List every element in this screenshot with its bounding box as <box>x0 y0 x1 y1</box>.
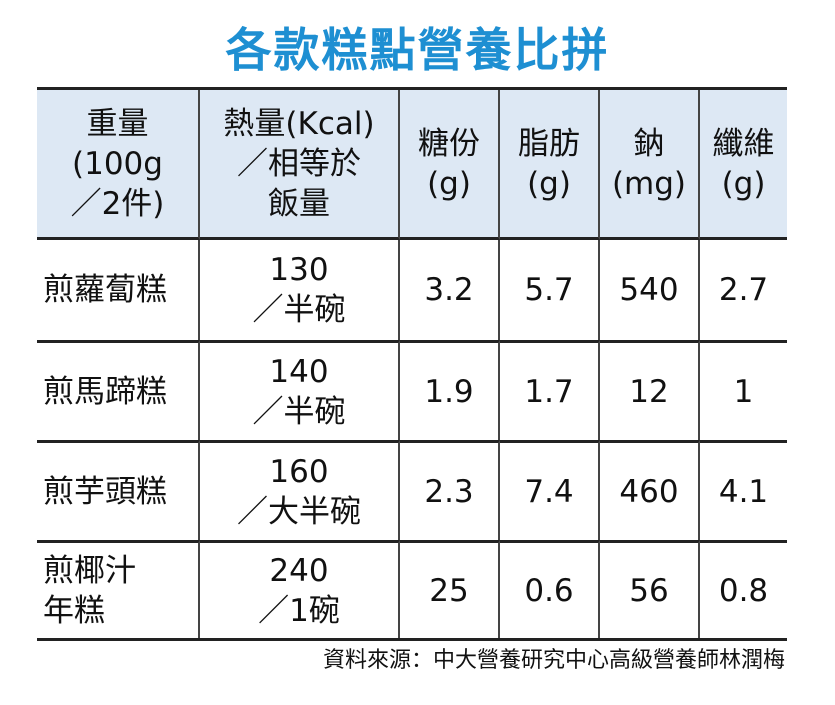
table-cell: 140 ／半碗 <box>200 340 400 440</box>
cell-line: ／1碗 <box>258 592 340 629</box>
table-cell: 25 <box>400 540 500 638</box>
table-cell: 2.7 <box>700 240 787 340</box>
cell-line: 煎蘿蔔糕 <box>43 272 167 308</box>
table-cell: 1 <box>700 340 787 440</box>
cell-line: 鈉 <box>633 125 665 162</box>
cell-line: 0.8 <box>718 572 769 609</box>
table-cell: 460 <box>600 440 700 540</box>
cell-line: (mg) <box>611 165 687 202</box>
cell-line: 56 <box>629 572 669 609</box>
table-cell: 煎蘿蔔糕 <box>37 240 200 340</box>
source-note: 資料來源：中大營養研究中心高級營養師林潤梅 <box>322 648 785 673</box>
table-cell: 煎芋頭糕 <box>37 440 200 540</box>
cell-line: ／半碗 <box>252 292 346 328</box>
table-cell: 130 ／半碗 <box>200 240 400 340</box>
cell-line: (g) <box>721 165 766 202</box>
cell-line: 7.4 <box>524 473 574 510</box>
table-cell: 0.6 <box>500 540 600 638</box>
cell-line: 540 <box>619 272 679 308</box>
table-cell: 1.9 <box>400 340 500 440</box>
cell-line: (g) <box>527 165 571 202</box>
table-cell: 4.1 <box>700 440 787 540</box>
table-cell: 56 <box>600 540 700 638</box>
cell-line: (100g <box>72 145 163 182</box>
table-cell: 160 ／大半碗 <box>200 440 400 540</box>
cell-line: 脂肪 <box>518 125 580 162</box>
cell-line: 160 <box>269 453 329 490</box>
cell-line: ／半碗 <box>252 393 346 430</box>
cell-line: 0.6 <box>524 572 574 609</box>
table-cell: 1.7 <box>500 340 600 440</box>
header-cell: 重量 (100g ／2件) <box>37 90 200 240</box>
cell-line: 熱量(Kcal) <box>223 105 375 142</box>
cell-line: 2.3 <box>424 473 474 510</box>
cell-line: 飯量 <box>268 185 330 222</box>
cell-line: 2.7 <box>718 272 769 308</box>
cell-line: 1.9 <box>424 373 474 410</box>
cell-line: 1 <box>733 373 754 410</box>
cell-line: 12 <box>629 373 669 410</box>
cell-line: 重量 <box>86 105 149 142</box>
table-cell: 5.7 <box>500 240 600 340</box>
cell-line: 5.7 <box>524 272 574 308</box>
cell-line: 25 <box>429 572 469 609</box>
table-cell: 240 ／1碗 <box>200 540 400 638</box>
cell-line: (g) <box>427 165 471 202</box>
table-cell: 2.3 <box>400 440 500 540</box>
title: 各款糕點營養比拼 <box>225 23 610 77</box>
table-cell: 0.8 <box>700 540 787 638</box>
cell-line: ／相等於 <box>237 145 361 182</box>
cell-line: 3.2 <box>424 272 474 308</box>
cell-line: 糖份 <box>418 125 480 162</box>
nutrition-table: 重量 (100g ／2件) 熱量(Kcal) ／相等於 飯量 糖份 (g) 脂肪 (g) 鈉 (mg)… <box>37 87 787 641</box>
cell-line: 140 <box>269 353 329 390</box>
table-cell: 7.4 <box>500 440 600 540</box>
table-cell: 540 <box>600 240 700 340</box>
cell-line: 煎椰汁 <box>43 552 136 589</box>
cell-line: 纖維 <box>712 125 775 162</box>
header-cell: 纖維 (g) <box>700 90 787 240</box>
cell-line: 460 <box>619 473 679 510</box>
table-cell: 12 <box>600 340 700 440</box>
cell-line: 煎芋頭糕 <box>43 473 167 510</box>
cell-line: 130 <box>269 252 329 288</box>
table-cell: 3.2 <box>400 240 500 340</box>
header-cell: 熱量(Kcal) ／相等於 飯量 <box>200 90 400 240</box>
cell-line: 1.7 <box>524 373 574 410</box>
table-cell: 煎椰汁 年糕 <box>37 540 200 638</box>
table-cell: 煎馬蹄糕 <box>37 340 200 440</box>
header-cell: 鈉 (mg) <box>600 90 700 240</box>
cell-line: 煎馬蹄糕 <box>43 373 167 410</box>
cell-line: 4.1 <box>718 473 769 510</box>
header-cell: 脂肪 (g) <box>500 90 600 240</box>
cell-line: 240 <box>269 552 329 589</box>
cell-line: ／2件) <box>70 185 165 222</box>
cell-line: 年糕 <box>43 592 105 629</box>
cell-line: ／大半碗 <box>237 493 361 530</box>
header-cell: 糖份 (g) <box>400 90 500 240</box>
